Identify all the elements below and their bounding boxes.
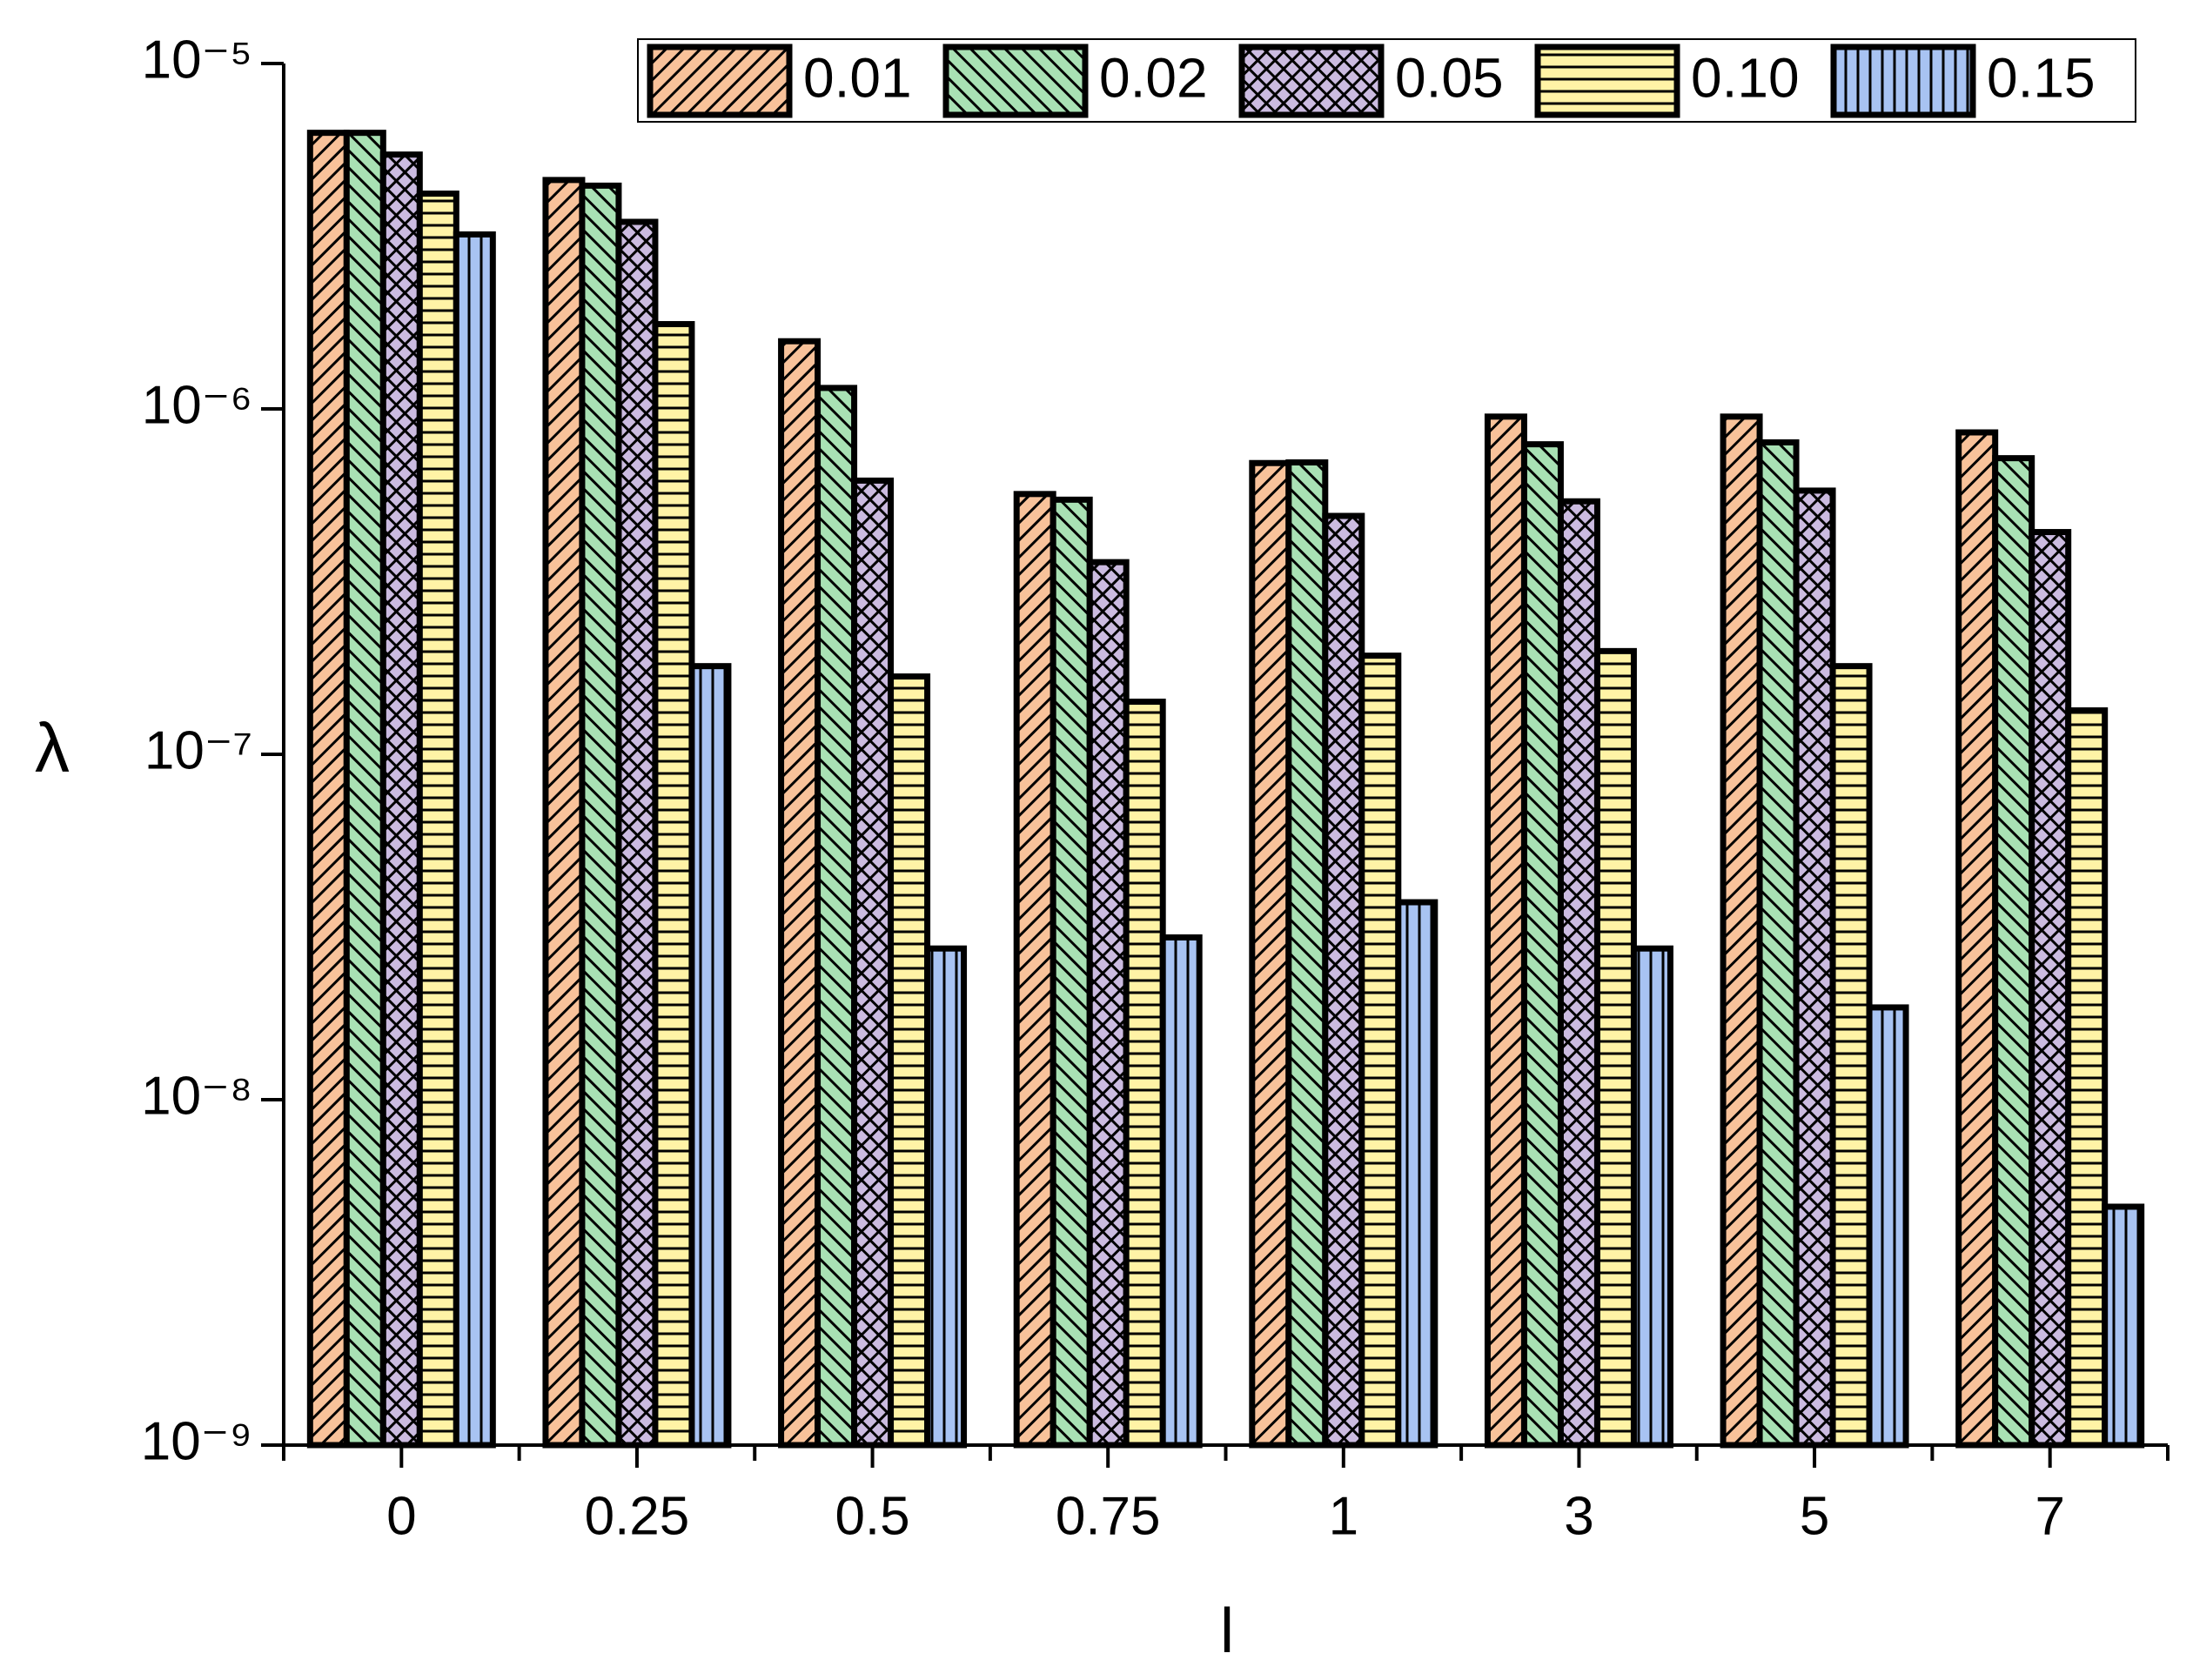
x-tick-label: 0.25: [585, 1486, 690, 1546]
x-tick-label: 5: [1800, 1486, 1829, 1546]
legend-label: 0.05: [1395, 46, 1504, 109]
bar: [306, 130, 350, 1449]
y-tick-label: 10⁻⁵: [142, 30, 252, 90]
bar: [1520, 441, 1564, 1449]
bar: [343, 130, 386, 1449]
bar: [1955, 429, 1999, 1449]
bar: [453, 231, 496, 1449]
legend-swatch: [1238, 44, 1385, 118]
bar: [1593, 647, 1637, 1449]
bar: [416, 191, 459, 1449]
bar: [1484, 413, 1527, 1449]
x-axis-label: l: [1220, 1596, 1234, 1666]
bar: [579, 182, 622, 1449]
bar: [888, 673, 931, 1449]
y-tick-label: 10⁻⁸: [141, 1066, 252, 1126]
y-tick-label: 10⁻⁷: [144, 720, 252, 780]
bar: [1992, 455, 2035, 1449]
x-tick-label: 7: [2035, 1486, 2064, 1546]
legend-swatch: [647, 44, 793, 118]
bar: [1123, 699, 1166, 1449]
legend-swatch: [942, 44, 1089, 118]
y-axis-label: λ: [35, 709, 70, 786]
bar: [1249, 459, 1292, 1449]
bar: [2102, 1203, 2145, 1449]
bar: [1050, 496, 1093, 1449]
x-tick-label: 3: [1564, 1486, 1593, 1546]
y-tick-label: 10⁻⁹: [141, 1411, 252, 1471]
legend-swatch: [1534, 44, 1680, 118]
bar: [1829, 663, 1873, 1449]
legend-label: 0.02: [1099, 46, 1208, 109]
bar: [924, 945, 968, 1449]
legend-label: 0.10: [1691, 46, 1800, 109]
x-tick-label: 0: [386, 1486, 416, 1546]
bar: [379, 151, 423, 1449]
bar: [1557, 498, 1600, 1449]
bar: [1866, 1004, 1909, 1449]
bar: [2065, 707, 2109, 1449]
bar: [815, 385, 858, 1449]
bar: [1630, 945, 1673, 1449]
bar: [688, 663, 732, 1449]
bar: [2029, 529, 2072, 1449]
x-tick-label: 1: [1329, 1486, 1358, 1546]
x-tick-label: 0.75: [1056, 1486, 1161, 1546]
bar: [1793, 487, 1836, 1449]
legend-label: 0.15: [1987, 46, 2096, 109]
y-tick-label: 10⁻⁶: [142, 375, 252, 435]
bar: [615, 218, 659, 1449]
bar: [652, 321, 695, 1449]
bar: [851, 477, 895, 1449]
bar: [1086, 559, 1130, 1449]
legend-label: 0.01: [803, 46, 912, 109]
x-tick-label: 0.5: [835, 1486, 909, 1546]
bar: [1285, 458, 1329, 1449]
bar: [778, 338, 822, 1449]
legend-swatch: [1830, 44, 1976, 118]
bar: [1322, 512, 1365, 1449]
bar: [1395, 899, 1439, 1449]
bar: [1159, 934, 1203, 1449]
bar: [1358, 653, 1402, 1449]
bar: [542, 177, 586, 1449]
bar: [1013, 491, 1056, 1449]
bar: [1720, 413, 1763, 1449]
bar: [1756, 438, 1800, 1449]
